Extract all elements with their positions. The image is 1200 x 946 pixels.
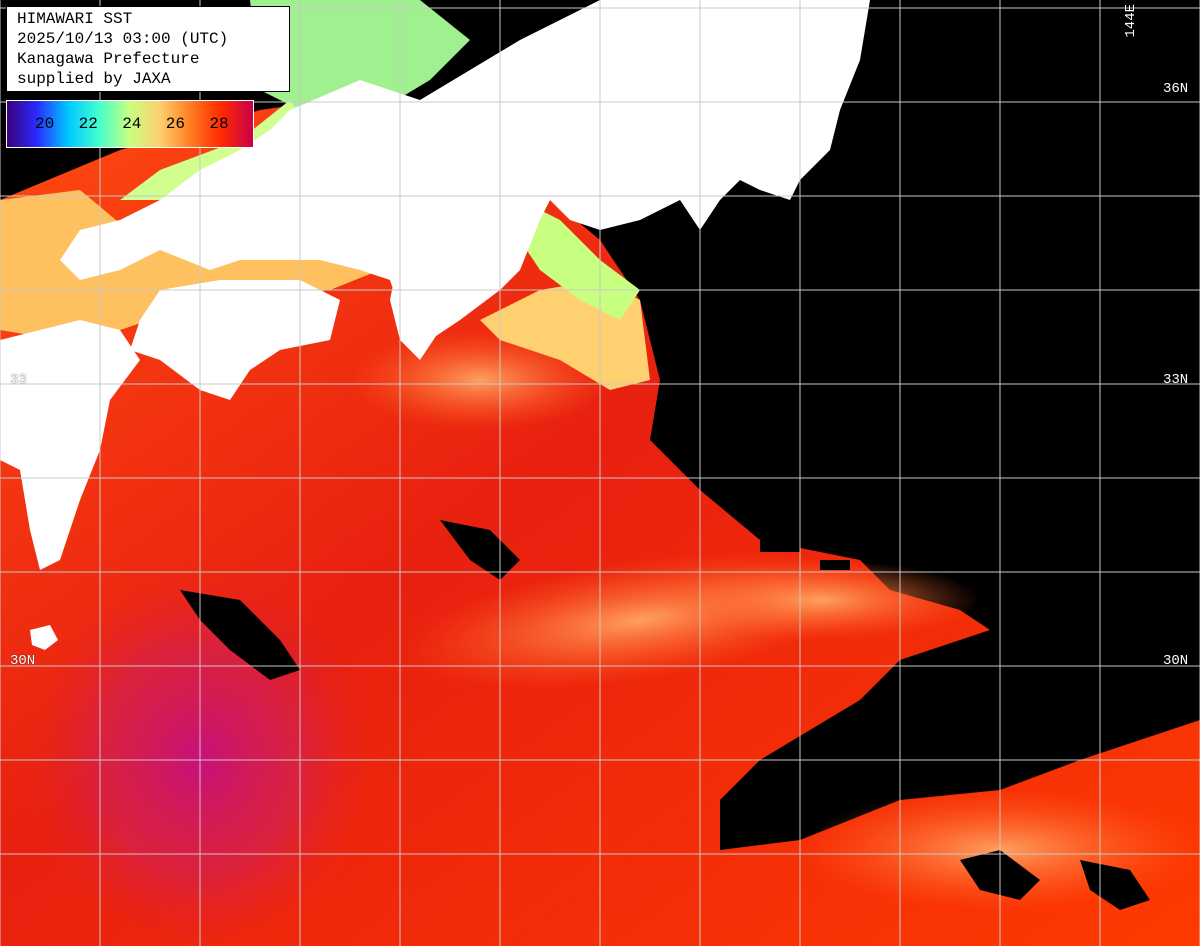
legend-tick-26: 26 xyxy=(165,115,185,133)
info-region: Kanagawa Prefecture xyxy=(17,50,200,68)
land-kii-peninsula xyxy=(390,230,440,360)
legend-tick-24: 24 xyxy=(122,115,142,133)
land-kyushu xyxy=(0,320,140,570)
lat-label-36n: 36N xyxy=(1163,81,1189,97)
sst-cold-north xyxy=(250,0,470,110)
info-title: HIMAWARI SST xyxy=(17,10,133,28)
lat-label-33-left: 33 xyxy=(10,372,27,388)
land-honshu xyxy=(60,0,870,340)
legend-tick-28: 28 xyxy=(209,115,229,133)
land-shikoku xyxy=(130,280,340,400)
legend-tick-20: 20 xyxy=(35,115,55,133)
info-supplier: supplied by JAXA xyxy=(17,70,171,88)
lon-label-144e: 144E xyxy=(1123,4,1139,38)
lat-label-30n: 30N xyxy=(1163,653,1189,669)
legend-tick-22: 22 xyxy=(78,115,98,133)
info-box: HIMAWARI SST 2025/10/13 03:00 (UTC) Kana… xyxy=(6,6,290,92)
lat-label-33n: 33N xyxy=(1163,372,1189,388)
info-datetime: 2025/10/13 03:00 (UTC) xyxy=(17,30,229,48)
lat-label-30n-left: 30N xyxy=(10,653,36,669)
color-scale-legend: 20 22 24 26 28 xyxy=(6,100,254,148)
land-tanegashima xyxy=(30,625,58,650)
